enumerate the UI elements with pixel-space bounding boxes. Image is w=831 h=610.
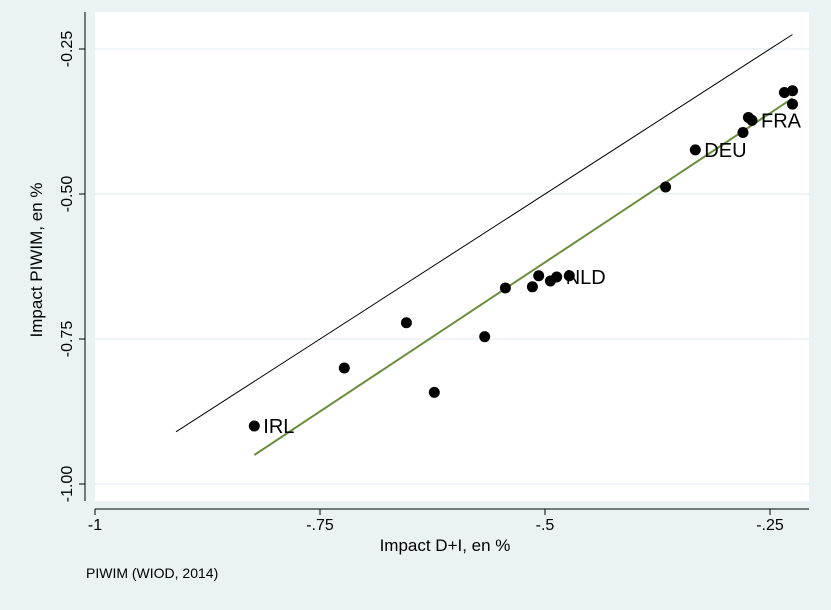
- fitted-line: [253, 97, 794, 456]
- point-labels: IRL NLD DEU FRA: [263, 110, 801, 438]
- point-label: NLD: [566, 267, 606, 289]
- gridlines: [95, 48, 809, 485]
- source-note: PIWIM (WIOD, 2014): [86, 565, 218, 581]
- x-tick-label: -.75: [306, 517, 334, 534]
- point-label: IRL: [263, 416, 294, 438]
- data-point: [428, 386, 440, 398]
- axes: [84, 12, 809, 510]
- x-tick-label: -.25: [756, 517, 784, 534]
- y-tick-label: -0.75: [59, 321, 76, 358]
- y-tick-label: -0.50: [59, 176, 76, 213]
- x-tick-label: -.5: [536, 517, 555, 534]
- data-point: [551, 271, 563, 283]
- data-point: [499, 282, 511, 294]
- point-label: DEU: [704, 140, 746, 162]
- data-points: [248, 85, 798, 432]
- data-point: [787, 85, 798, 97]
- data-point: [400, 317, 412, 329]
- y-tick-label: -1.00: [59, 466, 76, 503]
- x-tick-label: -1: [88, 517, 102, 534]
- data-point: [533, 270, 545, 282]
- data-point: [737, 127, 749, 139]
- y-axis-label: Impact PIWIM, en %: [27, 183, 46, 338]
- data-point: [746, 114, 758, 126]
- data-point: [563, 270, 575, 282]
- data-point: [248, 420, 260, 432]
- data-point: [479, 331, 491, 343]
- x-axis-label: Impact D+I, en %: [380, 536, 511, 555]
- data-point: [660, 181, 672, 193]
- x-axis-ticks: -1 -.75 -.5 -.25: [88, 509, 784, 534]
- y-axis-ticks: -1.00 -0.75 -0.50 -0.25: [59, 31, 85, 503]
- reference-lines: [175, 34, 794, 456]
- data-point: [338, 362, 350, 374]
- data-point: [689, 144, 701, 156]
- data-point: [526, 281, 538, 293]
- data-point: [787, 98, 798, 110]
- diagonal-line: [175, 34, 793, 433]
- plot-area: [95, 12, 809, 501]
- point-label: FRA: [761, 110, 802, 132]
- y-tick-label: -0.25: [59, 31, 76, 68]
